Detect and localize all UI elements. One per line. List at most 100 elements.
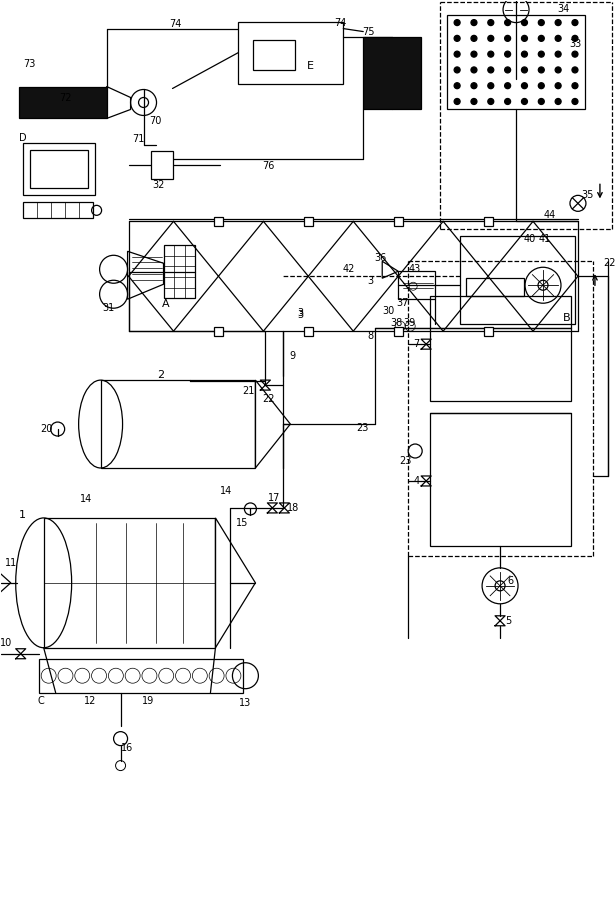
- Circle shape: [555, 99, 561, 104]
- Text: 74: 74: [169, 18, 182, 29]
- Bar: [100, 380, 256, 468]
- Circle shape: [454, 67, 460, 73]
- Text: 22: 22: [604, 258, 616, 268]
- Text: 71: 71: [132, 134, 145, 145]
- Circle shape: [471, 99, 477, 104]
- Text: 39: 39: [403, 318, 415, 328]
- Bar: [238, 21, 343, 84]
- Bar: [23, 144, 95, 195]
- Text: B: B: [563, 313, 571, 323]
- Bar: [484, 216, 493, 226]
- Circle shape: [572, 19, 578, 26]
- Circle shape: [522, 52, 527, 57]
- Bar: [394, 327, 403, 335]
- Text: 19: 19: [142, 695, 155, 705]
- Text: 14: 14: [79, 494, 92, 504]
- Text: A: A: [162, 299, 169, 309]
- Bar: [214, 327, 223, 335]
- Text: 37: 37: [396, 298, 408, 309]
- Text: 16: 16: [121, 742, 134, 752]
- Text: 8: 8: [367, 332, 373, 341]
- Text: 75: 75: [362, 27, 375, 37]
- Bar: [484, 327, 493, 335]
- Circle shape: [471, 35, 477, 41]
- Text: 14: 14: [221, 486, 233, 496]
- Text: 30: 30: [382, 306, 394, 316]
- Circle shape: [454, 35, 460, 41]
- Bar: [394, 216, 403, 226]
- Text: 13: 13: [239, 698, 251, 707]
- Circle shape: [471, 67, 477, 73]
- Text: 17: 17: [268, 493, 280, 503]
- Circle shape: [572, 99, 578, 104]
- Circle shape: [555, 83, 561, 88]
- Bar: [23, 203, 92, 218]
- Bar: [30, 150, 87, 189]
- Text: 38: 38: [390, 318, 402, 328]
- Bar: [39, 659, 243, 693]
- Text: 32: 32: [153, 181, 165, 191]
- Circle shape: [488, 52, 494, 57]
- Bar: [253, 40, 295, 69]
- Circle shape: [488, 35, 494, 41]
- Bar: [44, 518, 216, 647]
- Text: 3: 3: [298, 309, 304, 318]
- Text: 23: 23: [399, 456, 411, 466]
- Text: 4: 4: [413, 476, 419, 486]
- Circle shape: [572, 83, 578, 88]
- Text: D: D: [18, 134, 26, 144]
- Circle shape: [454, 52, 460, 57]
- Text: 2: 2: [157, 370, 164, 380]
- Bar: [163, 245, 195, 298]
- Circle shape: [505, 83, 511, 88]
- Text: 44: 44: [544, 210, 556, 220]
- Text: 22: 22: [262, 394, 275, 404]
- Text: 11: 11: [4, 558, 17, 568]
- Bar: [447, 15, 585, 110]
- Text: 42: 42: [342, 264, 354, 274]
- Text: 21: 21: [242, 386, 254, 396]
- Circle shape: [488, 99, 494, 104]
- Circle shape: [538, 35, 545, 41]
- Text: 9: 9: [290, 351, 296, 361]
- Circle shape: [538, 99, 545, 104]
- Text: C: C: [38, 695, 44, 705]
- Text: 74: 74: [334, 17, 346, 28]
- Bar: [430, 297, 571, 401]
- Text: 12: 12: [84, 695, 97, 705]
- Circle shape: [522, 99, 527, 104]
- Text: E: E: [307, 61, 314, 71]
- Text: 34: 34: [557, 4, 569, 14]
- Circle shape: [471, 19, 477, 26]
- Text: 70: 70: [149, 116, 162, 126]
- Bar: [214, 216, 223, 226]
- Circle shape: [471, 83, 477, 88]
- Circle shape: [454, 83, 460, 88]
- Text: 5: 5: [505, 616, 511, 625]
- Circle shape: [555, 19, 561, 26]
- Text: 1: 1: [19, 510, 26, 520]
- Circle shape: [454, 19, 460, 26]
- Text: 33: 33: [569, 39, 581, 49]
- Text: 10: 10: [0, 637, 12, 647]
- Circle shape: [522, 35, 527, 41]
- Text: 43: 43: [409, 264, 421, 274]
- Text: 40: 40: [524, 234, 536, 244]
- Text: 31: 31: [102, 303, 115, 313]
- Circle shape: [505, 99, 511, 104]
- Text: 36: 36: [374, 253, 386, 263]
- Circle shape: [505, 35, 511, 41]
- Text: 72: 72: [59, 94, 72, 103]
- Text: 15: 15: [236, 518, 249, 528]
- Circle shape: [538, 83, 545, 88]
- Circle shape: [572, 52, 578, 57]
- Text: 7: 7: [413, 339, 419, 349]
- Circle shape: [538, 52, 545, 57]
- Text: 3: 3: [367, 276, 373, 286]
- Circle shape: [538, 67, 545, 73]
- Circle shape: [488, 83, 494, 88]
- Text: 76: 76: [262, 161, 275, 171]
- Text: 41: 41: [539, 234, 551, 244]
- Bar: [363, 37, 421, 110]
- Bar: [304, 327, 313, 335]
